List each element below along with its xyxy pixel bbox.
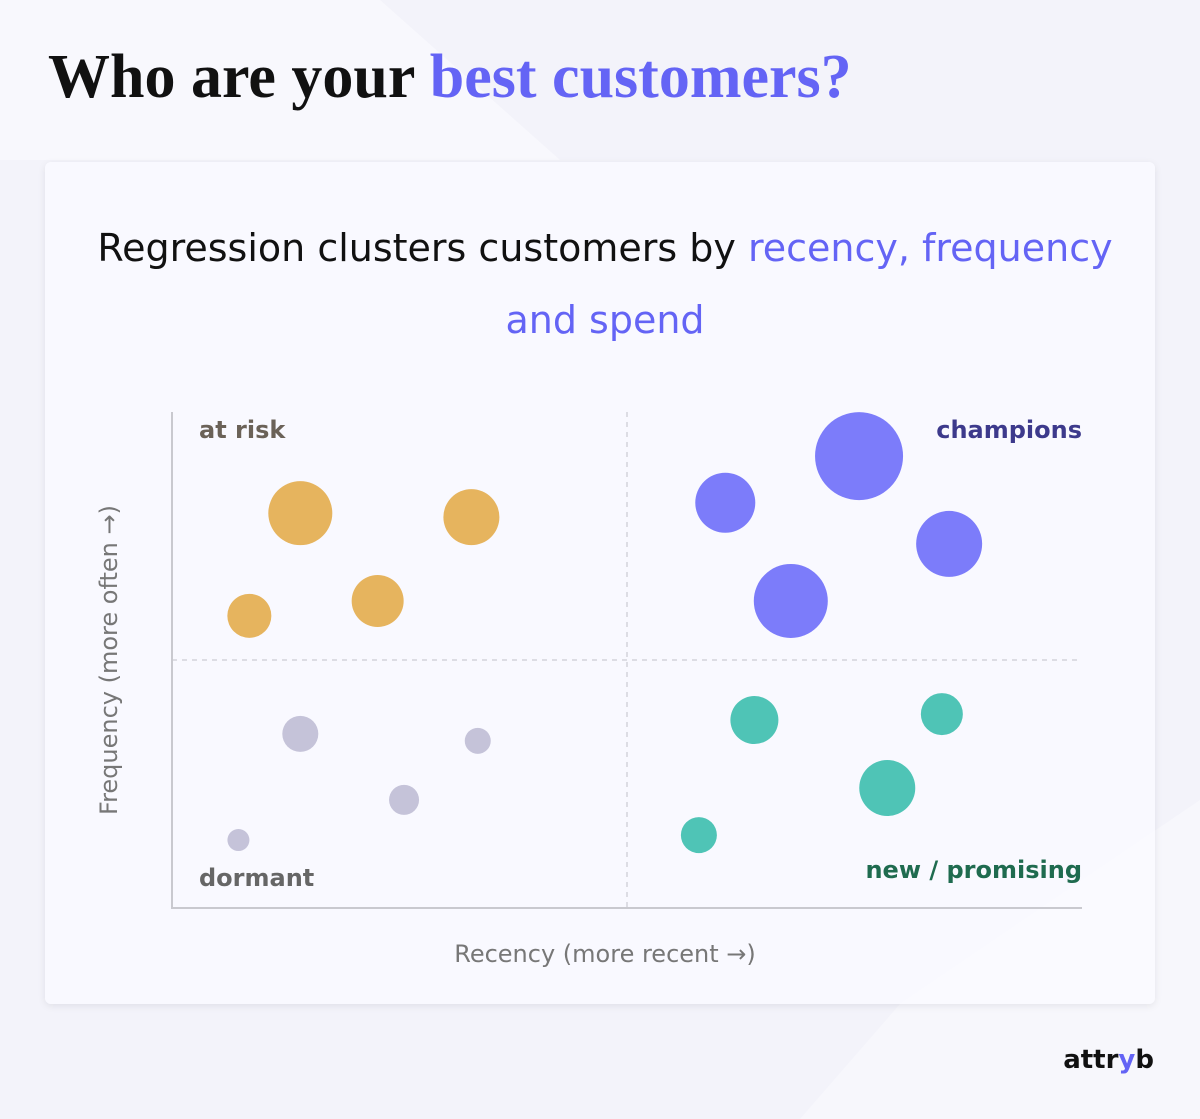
quadrant-label: dormant bbox=[199, 864, 314, 892]
subtitle-text: Regression clusters customers by bbox=[97, 226, 736, 270]
subtitle: Regression clusters customers by recency… bbox=[90, 212, 1120, 356]
bubble bbox=[282, 715, 319, 752]
bubble bbox=[730, 696, 779, 745]
bubble bbox=[389, 784, 420, 815]
bubble bbox=[916, 510, 983, 577]
title-text: Who are your bbox=[48, 43, 415, 111]
brand-part: b bbox=[1135, 1045, 1154, 1075]
bubble bbox=[464, 727, 491, 754]
bubble bbox=[351, 574, 404, 627]
bubble bbox=[815, 412, 904, 501]
bubble bbox=[859, 759, 916, 816]
quadrant-label: new / promising bbox=[865, 856, 1082, 884]
bubble bbox=[227, 829, 250, 852]
card bbox=[45, 162, 1155, 1004]
x-axis-label: Recency (more recent →) bbox=[454, 940, 756, 968]
bubble bbox=[695, 472, 756, 533]
brand-part: y bbox=[1118, 1045, 1136, 1075]
quadrant-label: at risk bbox=[199, 416, 286, 444]
title: Who are your best customers? bbox=[48, 42, 852, 113]
bg-shape bbox=[0, 0, 560, 160]
y-axis-label: Frequency (more often →) bbox=[95, 505, 123, 815]
bubble bbox=[227, 593, 272, 638]
bubble bbox=[920, 693, 963, 736]
quadrant-label: champions bbox=[936, 416, 1082, 444]
bubble bbox=[443, 489, 500, 546]
title-highlight: best customers? bbox=[429, 43, 852, 111]
brand-part: attr bbox=[1063, 1045, 1119, 1075]
subtitle-highlight: recency, frequency and spend bbox=[505, 226, 1113, 342]
bubble bbox=[753, 563, 828, 638]
brand: attryb bbox=[1063, 1045, 1154, 1075]
bubble bbox=[680, 817, 717, 854]
bubble bbox=[268, 481, 333, 546]
